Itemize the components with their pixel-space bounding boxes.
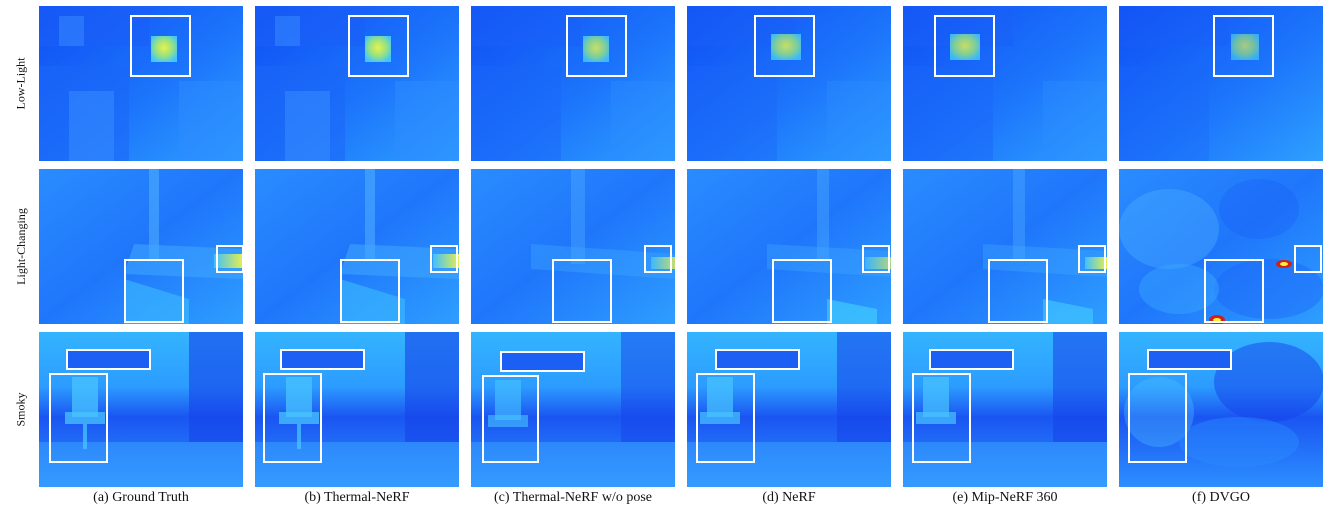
panel-smoky-ground-truth	[39, 332, 243, 487]
highlight-box	[1078, 245, 1106, 273]
highlight-box	[1204, 259, 1264, 323]
thermal-image	[1119, 332, 1323, 487]
thermal-image	[903, 6, 1107, 161]
highlight-box	[988, 259, 1048, 323]
thermal-image	[687, 169, 891, 324]
panel-light-changing-ground-truth	[39, 169, 243, 324]
thermal-image	[687, 6, 891, 161]
caption-nerf: (d) NeRF	[762, 490, 816, 505]
panel-low-light-ground-truth	[39, 6, 243, 161]
panel-low-light-mip-nerf-360	[903, 6, 1107, 161]
panel-low-light-thermal-nerf-no-pose	[471, 6, 675, 161]
thermal-image	[39, 169, 243, 324]
row-label-smoky: Smoky	[13, 392, 28, 427]
highlight-box	[280, 349, 365, 370]
panel-smoky-thermal-nerf-no-pose	[471, 332, 675, 487]
highlight-box	[340, 259, 400, 323]
panel-smoky-mip-nerf-360	[903, 332, 1107, 487]
thermal-image	[471, 332, 675, 487]
highlight-box	[552, 259, 612, 323]
thermal-image	[255, 332, 459, 487]
thermal-image	[255, 6, 459, 161]
highlight-box	[66, 349, 151, 370]
highlight-box	[430, 245, 458, 273]
highlight-box	[500, 351, 585, 372]
highlight-box	[263, 373, 322, 463]
highlight-box	[772, 259, 832, 323]
thermal-image	[39, 6, 243, 161]
highlight-box	[348, 15, 409, 77]
thermal-image	[471, 169, 675, 324]
caption-thermal-nerf-no-pose: (c) Thermal-NeRF w/o pose	[494, 490, 652, 505]
panel-low-light-nerf	[687, 6, 891, 161]
panel-smoky-dvgo	[1119, 332, 1323, 487]
highlight-box	[1213, 15, 1274, 77]
highlight-box	[1147, 349, 1232, 370]
highlight-box	[1294, 245, 1322, 273]
highlight-box	[715, 349, 800, 370]
thermal-image	[471, 6, 675, 161]
thermal-image	[903, 332, 1107, 487]
thermal-image	[39, 332, 243, 487]
highlight-box	[566, 15, 627, 77]
caption-thermal-nerf: (b) Thermal-NeRF	[304, 490, 410, 505]
panel-smoky-thermal-nerf	[255, 332, 459, 487]
panel-light-changing-dvgo	[1119, 169, 1323, 324]
highlight-box	[482, 375, 539, 463]
highlight-box	[1128, 373, 1187, 463]
caption-mip-nerf-360: (e) Mip-NeRF 360	[952, 490, 1058, 505]
thermal-image	[903, 169, 1107, 324]
highlight-box	[862, 245, 890, 273]
thermal-image	[1119, 169, 1323, 324]
highlight-box	[754, 15, 815, 77]
highlight-box	[934, 15, 995, 77]
highlight-box	[929, 349, 1014, 370]
highlight-box	[696, 373, 755, 463]
highlight-box	[912, 373, 971, 463]
thermal-image	[1119, 6, 1323, 161]
thermal-image	[687, 332, 891, 487]
row-label-low-light: Low-Light	[13, 57, 28, 110]
highlight-box	[644, 245, 672, 273]
panel-low-light-dvgo	[1119, 6, 1323, 161]
highlight-box	[124, 259, 184, 323]
thermal-image	[255, 169, 459, 324]
panel-light-changing-thermal-nerf	[255, 169, 459, 324]
panel-light-changing-thermal-nerf-no-pose	[471, 169, 675, 324]
highlight-box	[130, 15, 191, 77]
highlight-box	[49, 373, 108, 463]
panel-low-light-thermal-nerf	[255, 6, 459, 161]
caption-dvgo: (f) DVGO	[1192, 490, 1250, 505]
highlight-box	[216, 245, 243, 273]
caption-ground-truth: (a) Ground Truth	[93, 490, 189, 505]
panel-light-changing-nerf	[687, 169, 891, 324]
panel-smoky-nerf	[687, 332, 891, 487]
row-label-light-changing: Light-Changing	[13, 208, 28, 285]
panel-light-changing-mip-nerf-360	[903, 169, 1107, 324]
